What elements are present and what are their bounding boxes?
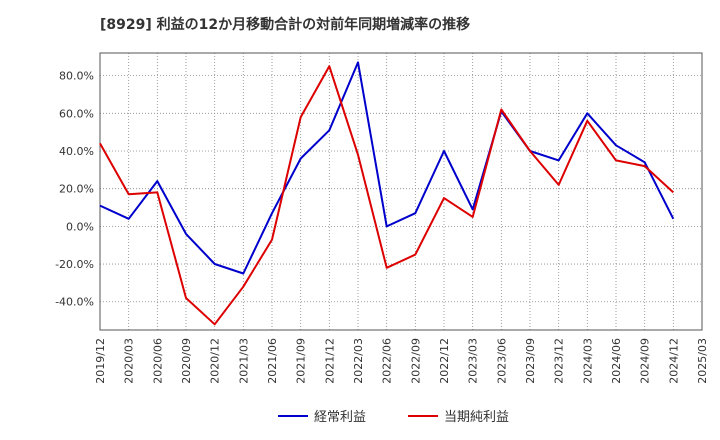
plot-frame	[99, 52, 703, 331]
legend-label-1: 経常利益	[314, 410, 366, 425]
y-tick-label: 80.0%	[59, 70, 94, 83]
x-tick-label: 2022/06	[381, 338, 394, 384]
chart-title: [8929] 利益の12か月移動合計の対前年同期増減率の推移	[100, 17, 471, 33]
y-tick-label: 40.0%	[59, 145, 94, 158]
x-tick-label: 2021/12	[323, 338, 336, 384]
x-tick-label: 2024/06	[610, 338, 623, 384]
y-tick-label: -20.0%	[55, 258, 94, 271]
x-tick-label: 2021/03	[237, 338, 250, 384]
x-tick-label: 2023/06	[495, 338, 508, 384]
x-tick-label: 2022/03	[352, 338, 365, 384]
y-tick-label: -40.0%	[55, 296, 94, 309]
series-line-1	[99, 61, 675, 275]
plot-area	[100, 53, 702, 330]
x-tick-label: 2019/12	[94, 338, 107, 384]
y-tick-label: 60.0%	[59, 107, 94, 120]
x-tick-label: 2025/03	[696, 338, 709, 384]
legend-label-2: 当期純利益	[444, 410, 509, 425]
x-tick-label: 2020/03	[123, 338, 136, 384]
x-tick-label: 2023/12	[553, 338, 566, 384]
x-tick-label: 2023/03	[467, 338, 480, 384]
series-line-2	[99, 65, 674, 326]
y-tick-label: 0.0%	[66, 220, 94, 233]
x-tick-label: 2021/09	[295, 338, 308, 384]
x-tick-label: 2023/09	[524, 338, 537, 384]
x-tick-label: 2021/06	[266, 338, 279, 384]
x-tick-label: 2022/12	[438, 338, 451, 384]
x-tick-label: 2020/06	[151, 338, 164, 384]
x-tick-label: 2022/09	[409, 338, 422, 384]
x-tick-label: 2024/03	[581, 338, 594, 384]
x-tick-label: 2020/12	[209, 338, 222, 384]
x-tick-label: 2020/09	[180, 338, 193, 384]
y-tick-label: 20.0%	[59, 183, 94, 196]
x-tick-label: 2024/12	[667, 338, 680, 384]
x-tick-label: 2024/09	[639, 338, 652, 384]
